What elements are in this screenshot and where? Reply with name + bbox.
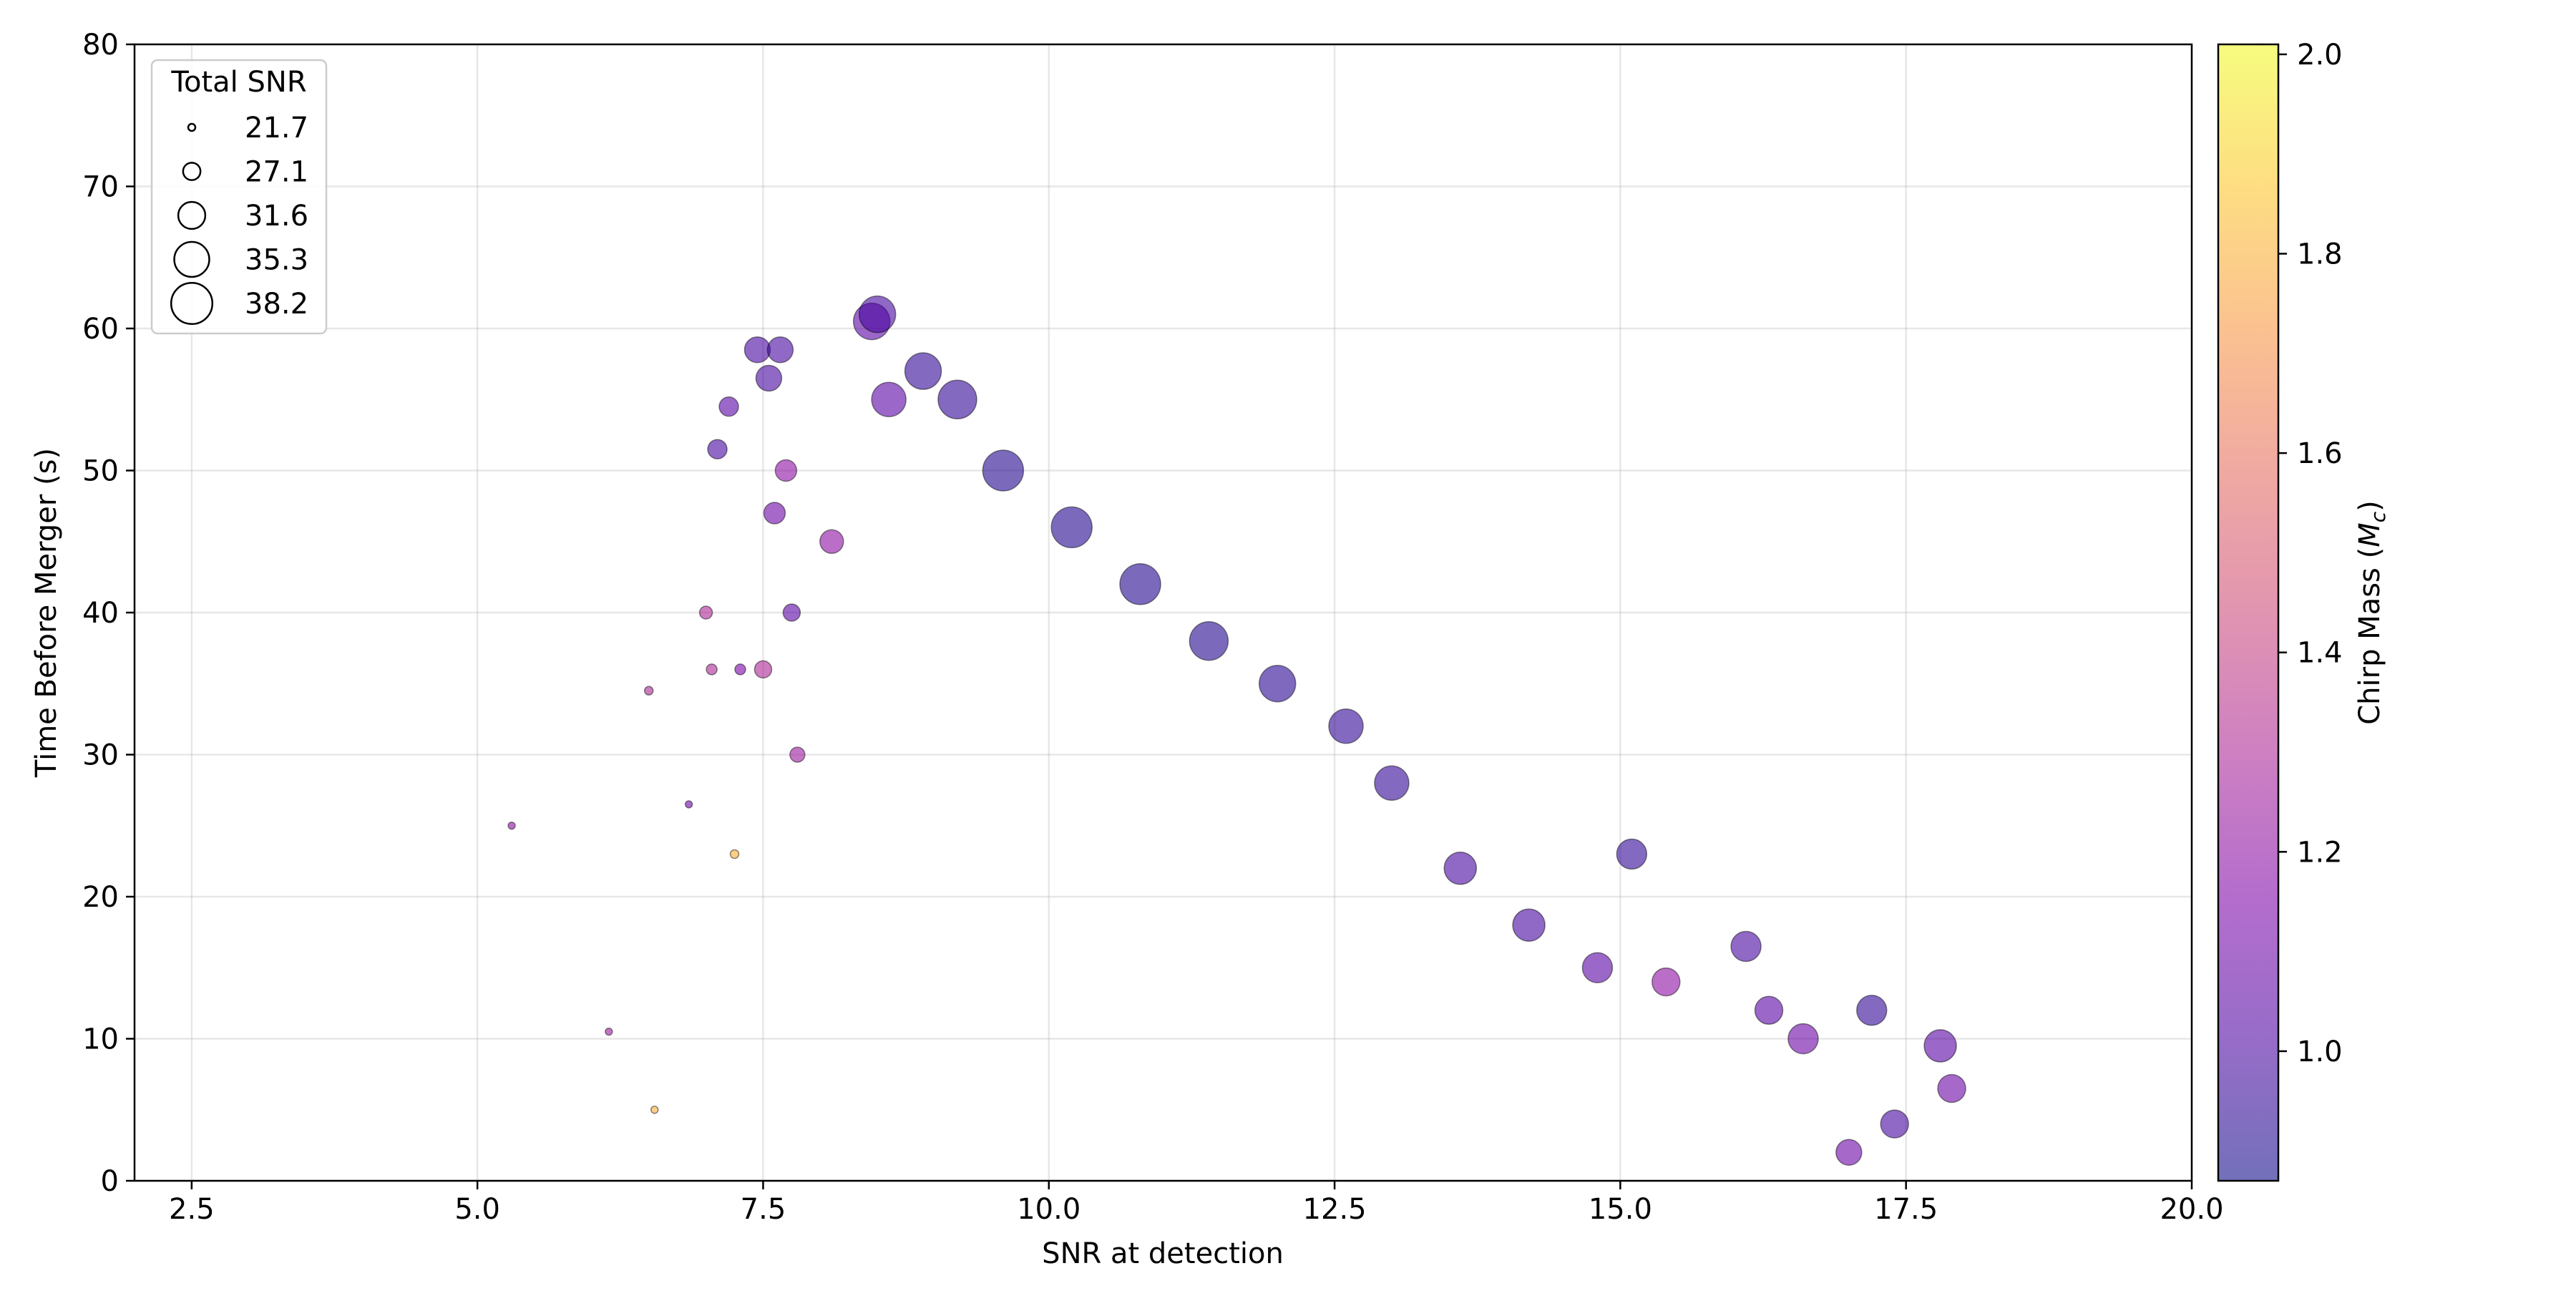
- data-point: [718, 396, 739, 417]
- legend-label: 38.2: [245, 288, 308, 321]
- y-tick-label: 50: [82, 455, 119, 488]
- x-tick-label: 10.0: [1017, 1193, 1080, 1226]
- legend-label: 27.1: [245, 156, 308, 189]
- data-point: [1835, 1139, 1863, 1166]
- data-point: [819, 529, 844, 554]
- data-point: [1923, 1029, 1957, 1063]
- data-point: [1754, 995, 1784, 1026]
- data-points: [507, 295, 1966, 1166]
- data-point: [789, 746, 806, 763]
- legend-label: 21.7: [245, 112, 308, 145]
- data-point: [1512, 908, 1546, 942]
- data-point: [698, 605, 713, 620]
- size-legend: Total SNR 21.7 27.1 31.6 35.3 38.2: [150, 59, 328, 335]
- data-point: [684, 800, 693, 809]
- y-tick-label: 0: [101, 1165, 119, 1198]
- data-point: [706, 663, 718, 676]
- data-point: [1443, 852, 1478, 885]
- data-point: [1616, 838, 1648, 870]
- data-point: [507, 822, 516, 830]
- colorbar-label-end: ): [2353, 500, 2386, 512]
- y-tick-label: 40: [82, 597, 119, 630]
- y-tick-label: 30: [82, 739, 119, 772]
- legend-entries: 21.7 27.1 31.6 35.3 38.2: [170, 112, 308, 326]
- data-point: [1050, 506, 1093, 549]
- data-point: [871, 381, 907, 417]
- data-point: [937, 379, 977, 419]
- colorbar-label-main: Chirp Mass (: [2353, 547, 2386, 725]
- data-point: [605, 1027, 613, 1036]
- y-tick-label: 80: [82, 29, 119, 62]
- data-point: [1374, 765, 1410, 801]
- x-tick-label: 15.0: [1589, 1193, 1652, 1226]
- colorbar: 1.0 1.2 1.4 1.6 1.8 2.0 Chirp Mass (Mc): [2217, 39, 2390, 1182]
- x-tick-label: 5.0: [454, 1193, 500, 1226]
- x-axis-label: SNR at detection: [1042, 1237, 1284, 1270]
- y-tick-label: 60: [82, 313, 119, 346]
- x-tick-label: 7.5: [741, 1193, 786, 1226]
- colorbar-tick-label: 1.4: [2297, 637, 2343, 670]
- legend-marker: [170, 281, 214, 326]
- y-axis-label: Time Before Merger (s): [30, 448, 63, 778]
- x-tick-label: 12.5: [1303, 1193, 1367, 1226]
- data-point: [755, 364, 783, 392]
- data-point: [1119, 563, 1161, 605]
- x-tick-label: 2.5: [169, 1193, 215, 1226]
- data-point: [858, 295, 897, 333]
- data-point: [774, 459, 798, 482]
- colorbar-tick-label: 1.2: [2297, 836, 2343, 869]
- colorbar-tick-label: 1.6: [2297, 437, 2343, 470]
- colorbar-label-sub: c: [2366, 511, 2390, 522]
- data-point: [1581, 952, 1614, 983]
- x-axis-ticks: 2.5 5.0 7.5 10.0 12.5 15.0 17.5 20.0: [169, 1181, 2224, 1226]
- data-point: [766, 336, 794, 364]
- data-point: [782, 603, 801, 622]
- data-point: [729, 849, 740, 859]
- data-point: [743, 336, 771, 364]
- colorbar-ticks: 1.0 1.2 1.4 1.6 1.8 2.0: [2278, 39, 2343, 1068]
- legend-label: 31.6: [245, 200, 308, 233]
- legend-marker: [187, 122, 197, 132]
- x-tick-label: 20.0: [2160, 1193, 2223, 1226]
- data-point: [707, 439, 728, 459]
- data-point: [1730, 930, 1762, 963]
- colorbar-tick-label: 2.0: [2297, 39, 2343, 72]
- legend-label: 35.3: [245, 244, 308, 277]
- colorbar-tick-label: 1.0: [2297, 1036, 2343, 1068]
- data-point: [1652, 967, 1681, 997]
- y-tick-label: 10: [82, 1023, 119, 1056]
- y-tick-label: 20: [82, 881, 119, 914]
- data-point: [753, 660, 773, 679]
- data-point: [734, 663, 746, 676]
- legend-marker: [182, 162, 202, 181]
- y-tick-label: 70: [82, 171, 119, 204]
- colorbar-frame: [2217, 43, 2280, 1182]
- data-point: [1189, 620, 1229, 661]
- data-point: [763, 502, 786, 525]
- data-point: [1328, 708, 1364, 744]
- data-point: [1787, 1023, 1819, 1055]
- data-point: [1856, 995, 1888, 1026]
- legend-marker: [173, 240, 210, 278]
- legend-marker: [177, 200, 207, 230]
- legend-title: Total SNR: [170, 66, 306, 99]
- data-point: [1937, 1073, 1966, 1104]
- colorbar-tick-label: 1.8: [2297, 238, 2343, 271]
- data-point: [1880, 1109, 1909, 1139]
- colorbar-label-symbol: M: [2353, 522, 2386, 547]
- y-axis-ticks: 0 10 20 30 40 50 60 70 80: [82, 29, 135, 1198]
- data-point: [982, 449, 1025, 492]
- x-tick-label: 17.5: [1874, 1193, 1938, 1226]
- data-point: [1258, 665, 1297, 703]
- colorbar-gradient: [2218, 44, 2278, 1181]
- data-point: [644, 686, 654, 696]
- data-point: [904, 352, 942, 390]
- colorbar-label: Chirp Mass (Mc): [2353, 500, 2390, 725]
- data-point: [650, 1106, 659, 1114]
